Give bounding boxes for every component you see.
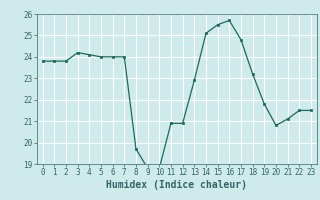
X-axis label: Humidex (Indice chaleur): Humidex (Indice chaleur) [106,180,247,190]
